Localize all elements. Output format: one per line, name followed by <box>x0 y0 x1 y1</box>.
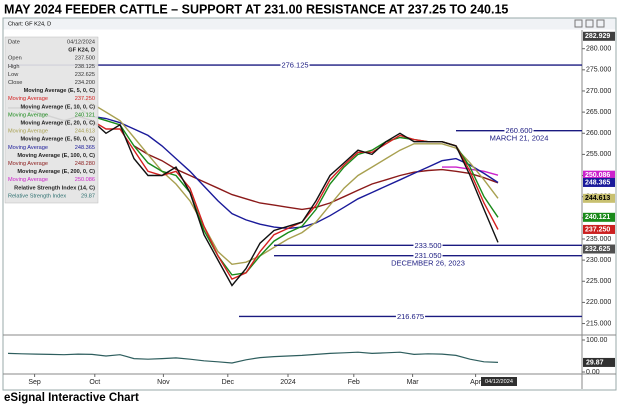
x-tick-label: Oct <box>89 379 100 386</box>
data-window-heading: Relative Strength Index (14, C) <box>14 185 95 191</box>
series-line <box>91 115 499 230</box>
y-tick-label: 225.000 <box>586 278 611 285</box>
data-window-value: 237.500 <box>75 56 95 62</box>
data-window-label: Moving Average <box>8 129 48 135</box>
data-window-heading: Moving Average (E, 10, 0, C) <box>21 104 96 110</box>
level-label-bg <box>395 311 426 321</box>
level-note: MARCH 21, 2024 <box>490 134 549 143</box>
rsi-tag-label: 29.87 <box>586 359 604 366</box>
price-tag <box>583 244 615 254</box>
price-tag <box>583 224 615 234</box>
data-window-heading: GF K24, D <box>68 48 95 54</box>
data-window-value: 238.125 <box>75 64 95 70</box>
y-tick-label: 280.000 <box>586 46 611 53</box>
x-tick-label: Sep <box>28 379 41 386</box>
data-window-label: Moving Average <box>8 177 48 183</box>
level-label: 260.600 <box>505 126 532 135</box>
level-label-bg <box>413 251 443 261</box>
y-tick-label: 265.000 <box>586 109 611 116</box>
y-tick-label: 255.000 <box>586 151 611 158</box>
series-line <box>133 145 499 211</box>
data-window-heading: Moving Average (E, 100, 0, C) <box>17 153 95 159</box>
data-window-heading: Moving Average (E, 5, 0, C) <box>24 88 96 94</box>
price-tag-label: 237.250 <box>585 226 610 233</box>
level-label-bg <box>280 60 310 70</box>
price-tag <box>583 177 615 187</box>
x-tick-label: Mar <box>407 379 420 386</box>
price-tag-label: 282.929 <box>585 33 610 40</box>
date-tag-label: 04/12/2024 <box>485 379 513 385</box>
x-tick-label: Nov <box>157 379 170 386</box>
data-window-value: 234.200 <box>75 80 95 86</box>
price-tag-label: 232.625 <box>585 246 610 253</box>
data-window-label: Relative Strength Index <box>8 193 66 199</box>
x-tick-label: Feb <box>348 379 360 386</box>
level-label: 216.675 <box>397 312 424 321</box>
price-tag-label: 250.086 <box>585 172 610 179</box>
level-label-bg <box>504 126 534 136</box>
price-tag-label: 248.365 <box>585 179 610 186</box>
data-window-heading: Moving Average (E, 20, 0, C) <box>21 120 96 126</box>
level-label: 231.050 <box>414 251 441 260</box>
x-tick-label: 2024 <box>280 379 296 386</box>
rsi-tag <box>583 357 615 367</box>
y-tick-label: 270.000 <box>586 88 611 95</box>
data-window-label: Moving Average <box>8 112 48 118</box>
y-tick-label: 220.000 <box>586 299 611 306</box>
level-label-bg <box>413 240 443 250</box>
x-tick-label: Dec <box>222 379 235 386</box>
toolbar <box>3 18 616 30</box>
y-tick-label: 230.000 <box>586 257 611 264</box>
data-window-label: Moving Average <box>8 96 48 102</box>
rsi-line <box>7 351 499 364</box>
data-window-value: 248.365 <box>75 145 95 151</box>
level-note: DECEMBER 26, 2023 <box>391 259 465 268</box>
price-tag-label: 240.121 <box>585 214 610 221</box>
y-tick-label: 275.000 <box>586 67 611 74</box>
y-tick-label: 215.000 <box>586 320 611 327</box>
data-window-value: 237.250 <box>75 96 95 102</box>
data-window <box>4 36 99 204</box>
level-label: 233.500 <box>414 241 441 250</box>
data-window-label: Moving Average <box>8 145 48 151</box>
data-window-label: High <box>8 64 20 70</box>
data-window-value: 04/12/2024 <box>67 39 95 45</box>
data-window-label: Moving Average <box>8 161 48 167</box>
icon[interactable] <box>574 19 583 28</box>
data-window-label: Open <box>8 56 22 62</box>
icon[interactable] <box>596 19 605 28</box>
rsi-tick-label: 100.00 <box>586 337 608 344</box>
chart-title: MAY 2024 FEEDER CATTLE – SUPPORT AT 231.… <box>4 2 508 16</box>
chart-frame <box>2 17 617 391</box>
data-window-label: Close <box>8 80 22 86</box>
x-tick-label: Apr <box>470 379 482 386</box>
data-window-value: 240.121 <box>75 112 95 118</box>
price-tag <box>583 31 615 41</box>
footer: eSignal Interactive Chart <box>4 392 139 404</box>
data-window-heading: Moving Average (E, 50, 0, C) <box>21 137 96 143</box>
price-tag-label: 244.613 <box>585 195 610 202</box>
data-window-value: 29.87 <box>81 193 95 199</box>
toolbar-icons <box>574 19 605 28</box>
data-window-value: 232.625 <box>75 72 95 78</box>
series-line <box>77 94 499 266</box>
data-window-value: 250.086 <box>75 177 95 183</box>
price-tag <box>583 212 615 222</box>
data-window-value: 248.280 <box>75 161 95 167</box>
y-tick-label: 235.000 <box>586 236 611 243</box>
data-window-heading: Moving Average (E, 200, 0, C) <box>17 169 95 175</box>
icon[interactable] <box>585 19 594 28</box>
series-line <box>442 166 499 176</box>
date-tag <box>481 377 517 386</box>
data-window-value: 244.613 <box>75 129 95 135</box>
data-window-label: Low <box>8 72 19 78</box>
price-tag <box>583 193 615 203</box>
rsi-tick-label: 0.00 <box>586 369 600 376</box>
data-window-label: Date <box>8 39 20 45</box>
price-tag <box>583 170 615 180</box>
toolbar-label: Chart: GF K24, D <box>8 21 51 27</box>
level-label: 276.125 <box>281 61 308 70</box>
y-tick-label: 260.000 <box>586 130 611 137</box>
